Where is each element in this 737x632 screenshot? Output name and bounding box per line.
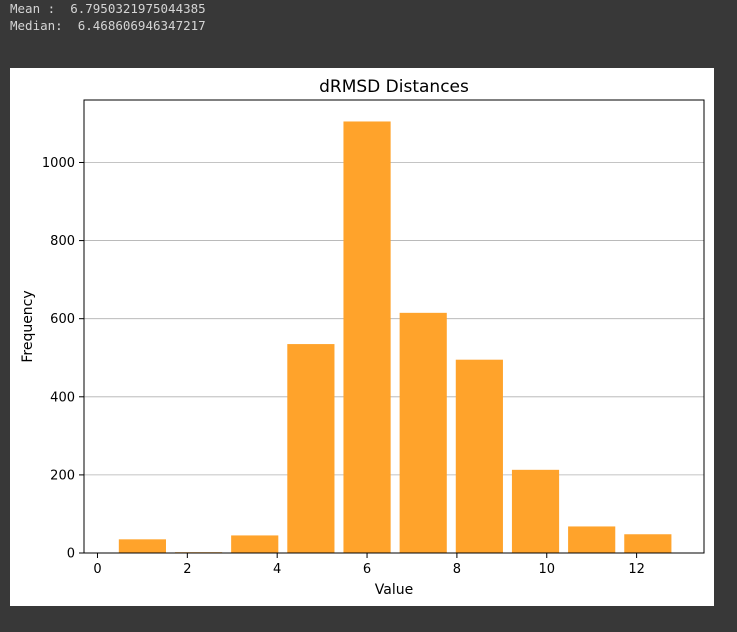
y-tick-label: 400 <box>50 390 75 405</box>
x-tick-label: 8 <box>453 562 461 577</box>
histogram-bar <box>287 344 335 553</box>
histogram-bar <box>343 121 391 553</box>
histogram-bar <box>399 312 447 553</box>
console-line-median: Median: 6.468606946347217 <box>10 18 206 33</box>
histogram-figure: 0 2 4 6 8 10 12 0 200 400 600 800 1000 dRMSD Distanc… <box>10 68 714 606</box>
y-tick-label: 800 <box>50 234 75 249</box>
x-tick-label: 2 <box>183 562 191 577</box>
y-tick-label: 200 <box>50 468 75 483</box>
y-tick-label: 0 <box>67 547 75 562</box>
y-axis-label: Frequency <box>20 290 36 362</box>
histogram-bar <box>231 535 279 553</box>
x-tick-label: 12 <box>628 562 645 577</box>
histogram-bar <box>511 469 560 553</box>
y-tick-label: 600 <box>50 312 75 327</box>
x-axis-label: Value <box>375 582 413 598</box>
chart-title: dRMSD Distances <box>319 77 469 97</box>
x-tick-label: 0 <box>93 562 101 577</box>
histogram-bar <box>118 539 166 553</box>
console-output: Mean : 6.7950321975044385 Median: 6.46860… <box>10 0 206 34</box>
histogram-bar <box>568 526 616 553</box>
x-tick-label: 10 <box>538 562 555 577</box>
plot-frame <box>83 99 705 554</box>
console-line-mean: Mean : 6.7950321975044385 <box>10 1 206 16</box>
histogram-chart: 0 2 4 6 8 10 12 0 200 400 600 800 1000 dRMSD Distanc… <box>20 77 705 598</box>
x-tick-label: 4 <box>273 562 281 577</box>
y-tick-label: 1000 <box>42 156 75 171</box>
histogram-bar <box>455 359 503 553</box>
x-tick-label: 6 <box>363 562 371 577</box>
histogram-bar <box>624 534 672 553</box>
